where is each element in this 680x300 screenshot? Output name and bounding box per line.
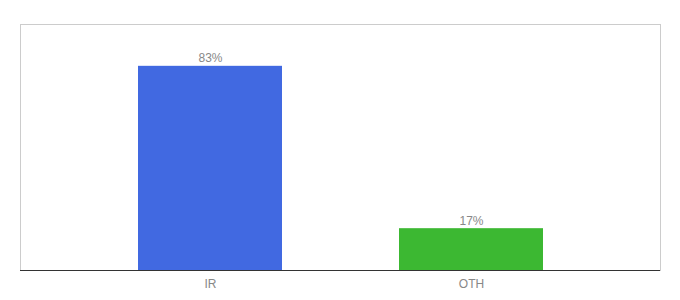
svg-text:83%: 83% [198, 51, 222, 65]
svg-text:IR: IR [205, 277, 217, 291]
svg-text:17%: 17% [459, 214, 483, 228]
svg-text:OTH: OTH [459, 277, 484, 291]
